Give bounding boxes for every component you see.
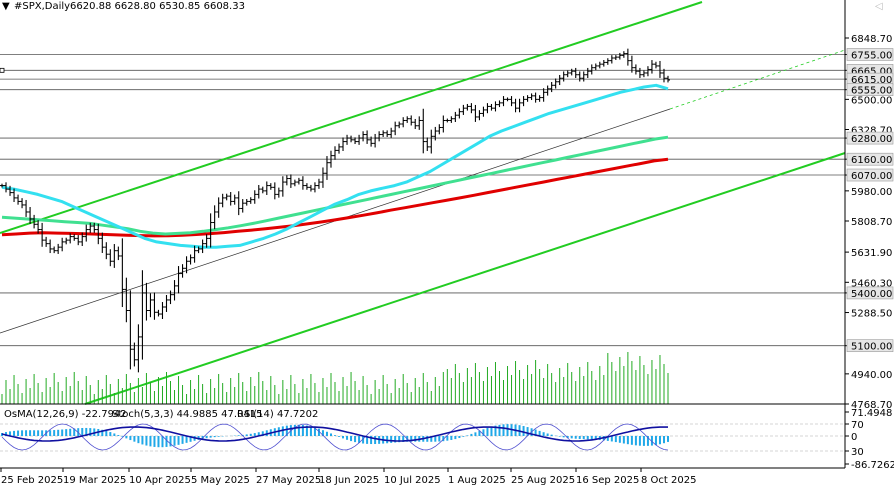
channel-upper-line [0,1,703,234]
price-tick-label: 6160.00 [851,155,892,166]
indicator-tick-label: 71.4948 [851,408,892,419]
level-price-box [846,83,894,96]
level-price-box [846,339,894,353]
level-price-box [846,48,894,61]
level-handle[interactable] [0,67,5,73]
time-tick-label: 16 Sep 2025 [576,475,639,486]
ma-cyan-line [1,83,669,249]
stoch-label: Stoch(5,3,3) 44.9885 47.0415 [112,409,263,420]
scroll-arrow-icon[interactable]: ◁ [875,1,883,12]
price-tick-label: 5980.00 [851,187,892,198]
time-tick-label: 8 Oct 2025 [641,475,696,486]
price-tick-label: 5400.00 [851,289,892,300]
time-tick-label: 10 Jul 2025 [384,475,441,486]
price-tick-label: 5288.50 [851,309,892,320]
level-price-box [846,152,894,166]
symbol-label: #SPX,Daily [14,1,70,12]
indicator-tick-label: -86.7262 [851,460,894,471]
price-tick-label: 6070.00 [851,171,892,182]
price-tick-label: 5808.70 [851,217,892,228]
time-tick-label: 27 May 2025 [256,475,321,486]
level-price-box [846,168,894,182]
level-price-box [846,286,894,300]
time-tick-label: 18 Jun 2025 [319,475,379,486]
osma-label: OsMA(12,26,9) -22.7942 [4,409,127,420]
indicator-tick-label: 30 [851,447,864,458]
ma-green-line [1,135,669,236]
channel-mid-projection [669,49,846,110]
trend-channel [0,1,846,405]
channel-lower-line [84,152,846,405]
indicator-tick-label: 70 [851,420,864,431]
price-tick-label: 6755.00 [851,50,892,61]
price-tick-label: 6280.00 [851,134,892,145]
rsi-label: RSI(14) 47.7202 [237,409,318,420]
time-tick-label: 1 Aug 2025 [448,475,506,486]
price-tick-label: 4768.70 [851,400,892,411]
indicator-panel [0,423,845,452]
price-tick-label: 5460.30 [851,278,892,289]
down-arrow-icon: ▼ [2,1,10,12]
rsi-line [1,426,669,442]
moving-averages [1,83,669,249]
price-tick-label: 6328.70 [851,126,892,137]
ohlc-values: 6620.88 6628.80 6530.85 6608.33 [70,1,245,12]
time-tick-label: 5 May 2025 [191,475,250,486]
time-tick-label: 19 Mar 2025 [63,475,126,486]
price-tick-label: 4940.00 [851,370,892,381]
price-tick-label: 6665.00 [851,66,892,77]
price-tick-label: 6500.00 [851,95,892,106]
indicator-tick-label: 0 [851,432,857,443]
horizontal-levels [0,54,845,347]
volume-bars [1,352,669,404]
time-tick-label: 25 Feb 2025 [1,475,63,486]
price-tick-label: 5100.00 [851,342,892,353]
time-tick-label: 10 Apr 2025 [129,475,191,486]
price-tick-label: 5631.90 [851,248,892,259]
ma-red-line [1,157,669,238]
price-tick-label: 6848.70 [851,34,892,45]
price-axis: 6848.70 6755.00 6665.006615.006555.006500.… [845,34,894,471]
time-axis: 25 Feb 2025 19 Mar 2025 10 Apr 2025 5 May 2… [0,468,696,486]
price-tick-label: 6615.00 [851,75,892,86]
time-tick-label: 25 Aug 2025 [511,475,575,486]
level-price-box [846,131,894,145]
stoch-line [1,423,669,451]
price-tick-label: 6555.00 [851,86,892,97]
price-bars [0,48,670,373]
